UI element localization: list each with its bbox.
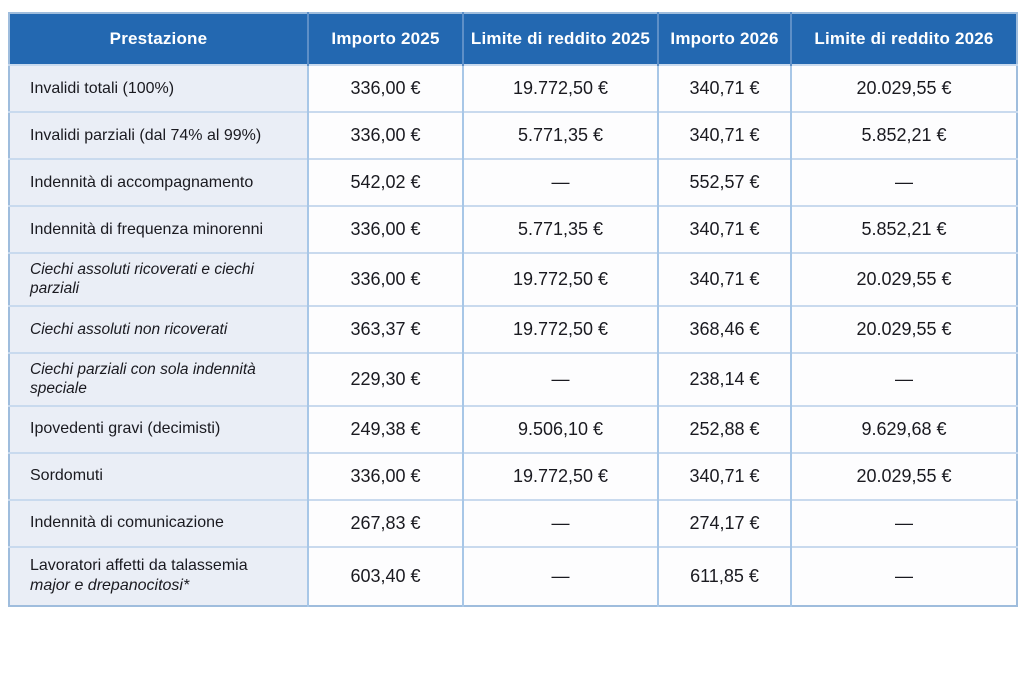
- prestazione-line-2: major e drepanocitosi*: [30, 577, 190, 594]
- benefits-table: Prestazione Importo 2025 Limite di reddi…: [8, 12, 1018, 607]
- table-row: Indennità di frequenza minorenni 336,00 …: [9, 205, 1017, 253]
- table-row: Sordomuti 336,00 € 19.772,50 € 340,71 € …: [9, 451, 1017, 500]
- cell-limite-reddito-2025: —: [462, 351, 658, 406]
- cell-prestazione: Ciechi parziali con sola indennità speci…: [9, 351, 308, 406]
- benefits-table-container: Prestazione Importo 2025 Limite di reddi…: [8, 12, 1018, 607]
- cell-importo-2026: 611,85 €: [657, 545, 791, 606]
- cell-prestazione: Invalidi totali (100%): [9, 64, 308, 112]
- cell-importo-2025: 542,02 €: [307, 158, 463, 206]
- col-header-limite-reddito-2025: Limite di reddito 2025: [462, 13, 658, 65]
- cell-importo-2025: 336,00 €: [307, 111, 463, 159]
- cell-importo-2025: 603,40 €: [307, 545, 463, 606]
- cell-limite-reddito-2025: —: [462, 158, 658, 206]
- cell-limite-reddito-2025: —: [462, 498, 658, 547]
- cell-prestazione: Indennità di comunicazione: [9, 498, 308, 547]
- cell-limite-reddito-2026: 5.852,21 €: [790, 205, 1017, 253]
- cell-limite-reddito-2026: —: [790, 351, 1017, 406]
- cell-prestazione: Indennità di accompagnamento: [9, 158, 308, 206]
- col-header-importo-2026: Importo 2026: [657, 13, 791, 65]
- col-header-importo-2025: Importo 2025: [307, 13, 463, 65]
- cell-importo-2026: 552,57 €: [657, 158, 791, 206]
- table-row: Ciechi parziali con sola indennità speci…: [9, 351, 1017, 406]
- cell-prestazione: Invalidi parziali (dal 74% al 99%): [9, 111, 308, 159]
- col-header-limite-reddito-2026: Limite di reddito 2026: [790, 13, 1017, 65]
- cell-limite-reddito-2026: —: [790, 158, 1017, 206]
- cell-importo-2025: 336,00 €: [307, 205, 463, 253]
- cell-limite-reddito-2026: 5.852,21 €: [790, 111, 1017, 159]
- table-row: Ipovedenti gravi (decimisti) 249,38 € 9.…: [9, 404, 1017, 453]
- cell-limite-reddito-2026: —: [790, 498, 1017, 547]
- table-row: Indennità di comunicazione 267,83 € — 27…: [9, 498, 1017, 547]
- prestazione-line-1: Lavoratori affetti da talassemia: [30, 557, 248, 574]
- cell-limite-reddito-2025: 19.772,50 €: [462, 304, 658, 353]
- cell-importo-2025: 336,00 €: [307, 451, 463, 500]
- cell-importo-2026: 340,71 €: [657, 64, 791, 112]
- cell-limite-reddito-2025: 19.772,50 €: [462, 451, 658, 500]
- table-row: Indennità di accompagnamento 542,02 € — …: [9, 158, 1017, 206]
- table-row: Invalidi totali (100%) 336,00 € 19.772,5…: [9, 64, 1017, 112]
- cell-importo-2025: 336,00 €: [307, 252, 463, 306]
- cell-importo-2026: 340,71 €: [657, 205, 791, 253]
- table-body: Invalidi totali (100%) 336,00 € 19.772,5…: [9, 64, 1017, 606]
- cell-importo-2025: 267,83 €: [307, 498, 463, 547]
- cell-prestazione: Indennità di frequenza minorenni: [9, 205, 308, 253]
- cell-limite-reddito-2026: —: [790, 545, 1017, 606]
- cell-prestazione: Ciechi assoluti ricoverati e ciechi parz…: [9, 252, 308, 306]
- cell-limite-reddito-2026: 9.629,68 €: [790, 404, 1017, 453]
- table-row: Invalidi parziali (dal 74% al 99%) 336,0…: [9, 111, 1017, 159]
- cell-limite-reddito-2026: 20.029,55 €: [790, 252, 1017, 306]
- cell-importo-2025: 249,38 €: [307, 404, 463, 453]
- cell-limite-reddito-2025: 19.772,50 €: [462, 252, 658, 306]
- cell-limite-reddito-2025: 19.772,50 €: [462, 64, 658, 112]
- cell-importo-2025: 363,37 €: [307, 304, 463, 353]
- cell-importo-2026: 368,46 €: [657, 304, 791, 353]
- cell-importo-2026: 252,88 €: [657, 404, 791, 453]
- cell-importo-2026: 340,71 €: [657, 252, 791, 306]
- table-row: Ciechi assoluti ricoverati e ciechi parz…: [9, 252, 1017, 306]
- cell-limite-reddito-2025: —: [462, 545, 658, 606]
- table-row: Lavoratori affetti da talassemia major e…: [9, 545, 1017, 606]
- cell-prestazione: Ipovedenti gravi (decimisti): [9, 404, 308, 453]
- cell-prestazione: Lavoratori affetti da talassemia major e…: [9, 545, 308, 606]
- cell-importo-2025: 336,00 €: [307, 64, 463, 112]
- cell-limite-reddito-2025: 9.506,10 €: [462, 404, 658, 453]
- cell-importo-2026: 340,71 €: [657, 111, 791, 159]
- cell-importo-2026: 274,17 €: [657, 498, 791, 547]
- cell-prestazione: Sordomuti: [9, 451, 308, 500]
- cell-limite-reddito-2026: 20.029,55 €: [790, 304, 1017, 353]
- cell-limite-reddito-2025: 5.771,35 €: [462, 205, 658, 253]
- table-row: Ciechi assoluti non ricoverati 363,37 € …: [9, 304, 1017, 353]
- cell-prestazione: Ciechi assoluti non ricoverati: [9, 304, 308, 353]
- header-row: Prestazione Importo 2025 Limite di reddi…: [9, 13, 1017, 65]
- table-header: Prestazione Importo 2025 Limite di reddi…: [9, 13, 1017, 65]
- cell-importo-2026: 238,14 €: [657, 351, 791, 406]
- col-header-prestazione: Prestazione: [9, 13, 308, 65]
- cell-limite-reddito-2026: 20.029,55 €: [790, 451, 1017, 500]
- cell-limite-reddito-2026: 20.029,55 €: [790, 64, 1017, 112]
- cell-importo-2025: 229,30 €: [307, 351, 463, 406]
- cell-limite-reddito-2025: 5.771,35 €: [462, 111, 658, 159]
- cell-importo-2026: 340,71 €: [657, 451, 791, 500]
